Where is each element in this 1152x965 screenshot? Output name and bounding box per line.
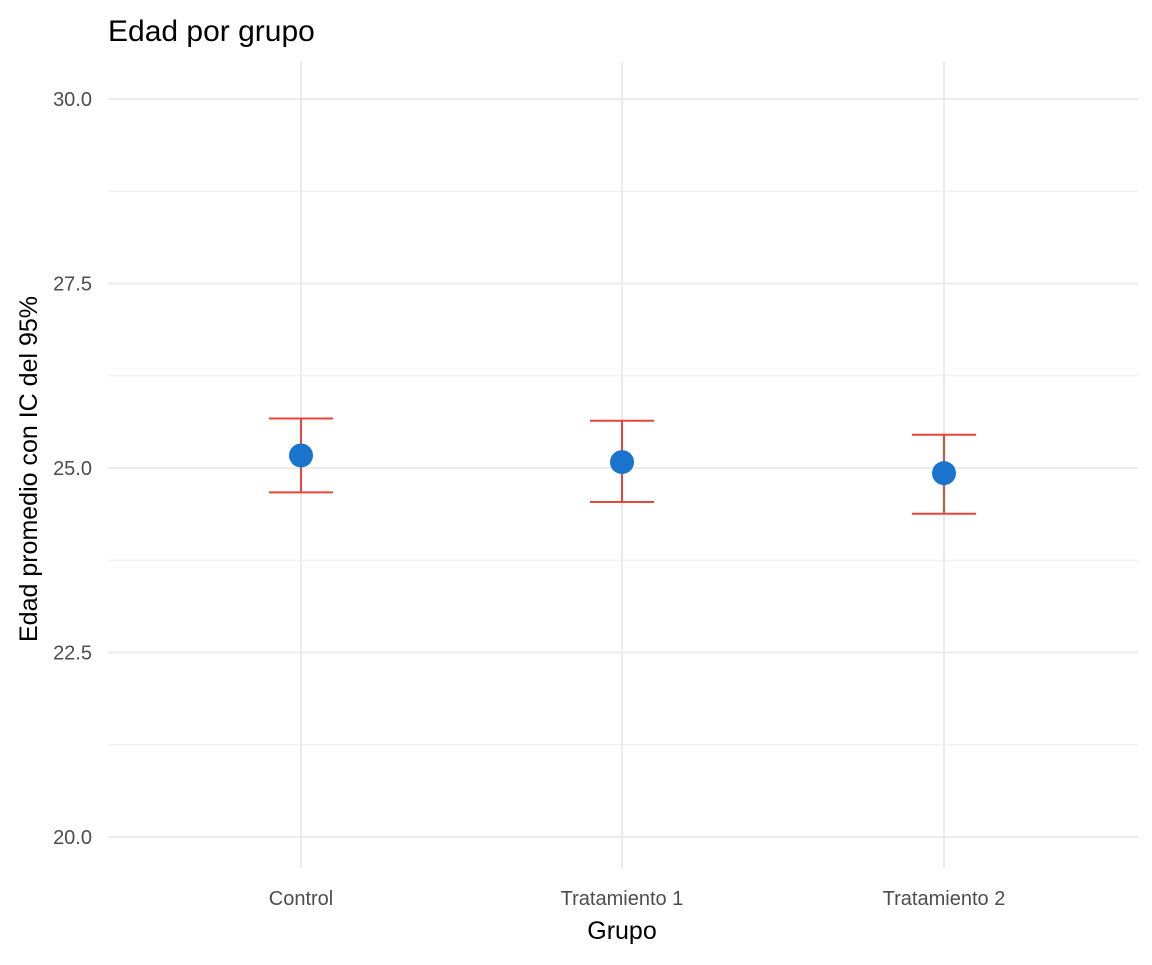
y-axis-title: Edad promedio con IC del 95% (15, 296, 43, 642)
x-tick-label: Tratamiento 2 (883, 888, 1006, 910)
x-tick-label: Control (269, 888, 333, 910)
mean-point (932, 461, 956, 486)
y-tick-label: 27.5 (53, 274, 92, 296)
data-points (289, 443, 956, 486)
x-axis-title: Grupo (587, 917, 656, 945)
y-tick-label: 25.0 (53, 458, 92, 480)
x-tick-label: Tratamiento 1 (561, 888, 684, 910)
mean-point (610, 450, 634, 475)
chart-title: Edad por grupo (108, 15, 315, 48)
mean-point (289, 443, 313, 468)
y-tick-label: 20.0 (53, 827, 92, 849)
tick-labels: 20.0 22.5 25.0 27.5 30.0 Control Tratamiento 1… (53, 89, 1005, 910)
y-tick-label: 22.5 (53, 643, 92, 665)
y-tick-label: 30.0 (53, 89, 92, 111)
